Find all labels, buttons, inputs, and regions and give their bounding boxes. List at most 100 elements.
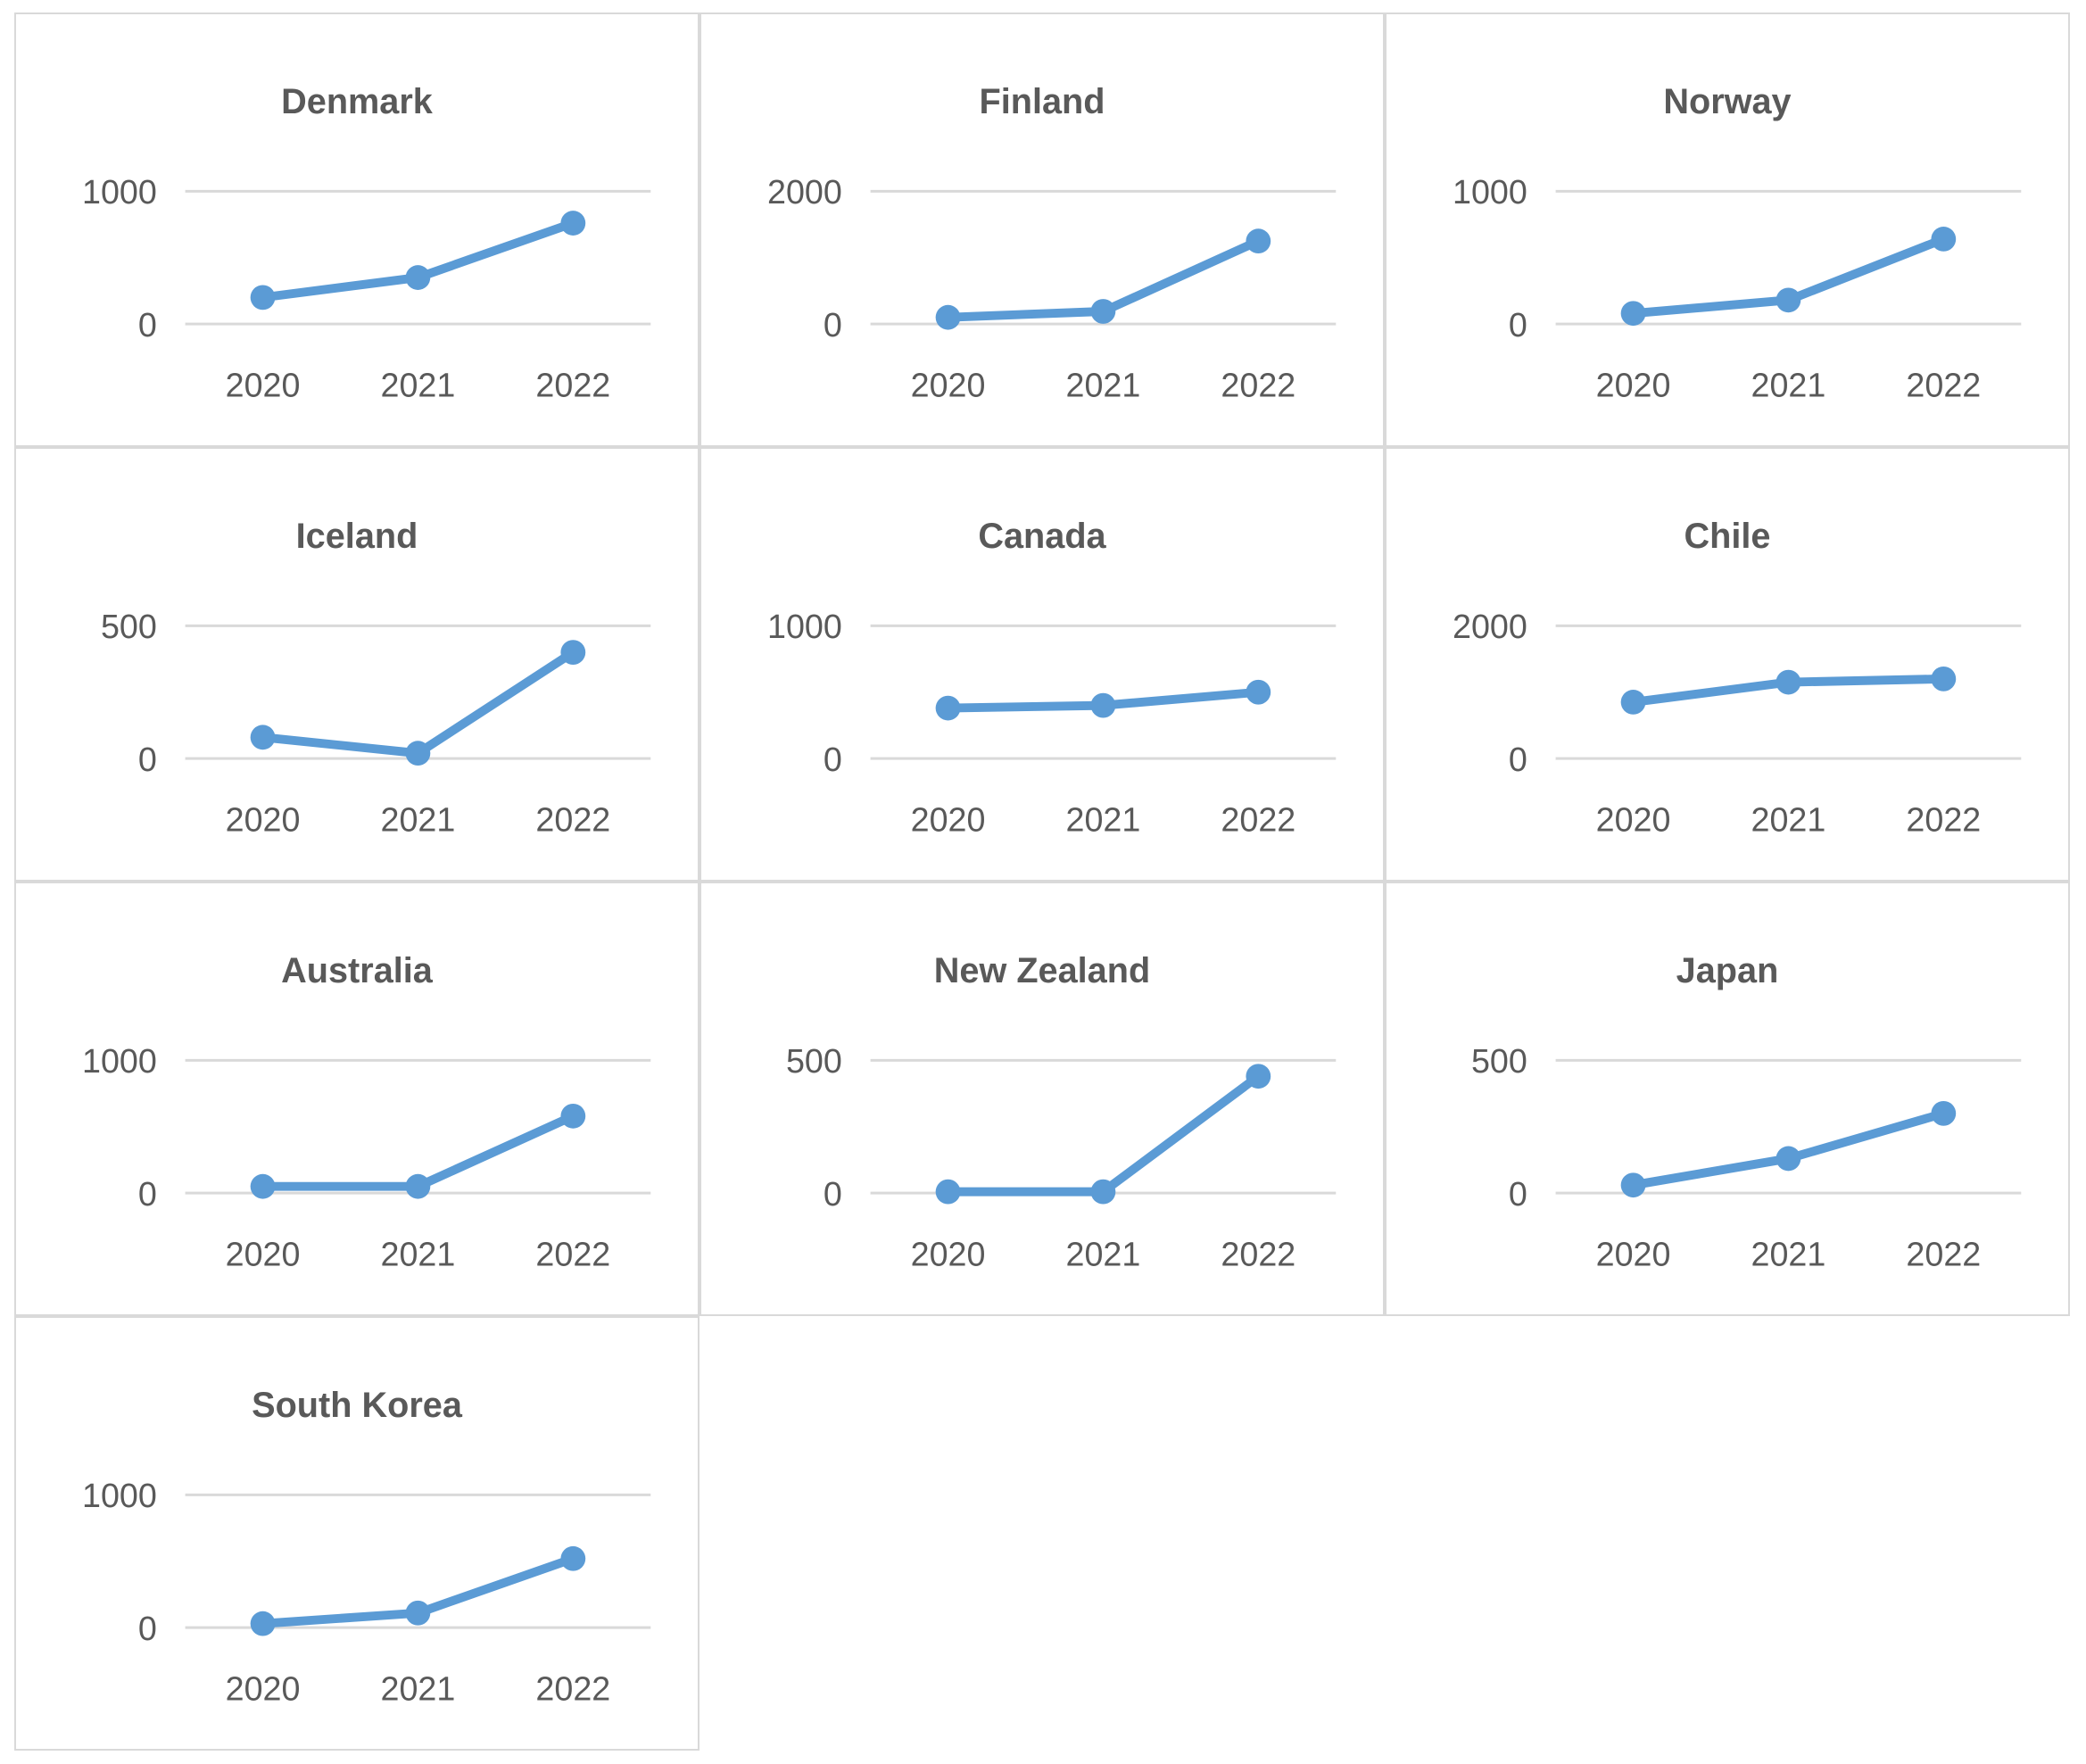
line-chart: Australia 1000 0 2020 2021 2022 bbox=[82, 951, 651, 1272]
data-point-marker bbox=[1620, 301, 1646, 327]
data-point-marker bbox=[560, 640, 586, 665]
chart-cell: Finland 2000 0 2020 2021 2022 bbox=[699, 12, 1385, 447]
x-axis-tick-label: 2022 bbox=[1906, 1235, 1981, 1272]
data-point-marker bbox=[1931, 1100, 1957, 1126]
chart-cell: South Korea 1000 0 2020 2021 2022 bbox=[14, 1316, 699, 1751]
chart-title: South Korea bbox=[252, 1386, 463, 1425]
data-point-marker bbox=[1090, 299, 1116, 324]
x-axis-tick-label: 2020 bbox=[1596, 800, 1671, 838]
y-axis-tick-label: 1000 bbox=[82, 1042, 157, 1080]
chart-title: Australia bbox=[281, 951, 434, 990]
data-point-marker bbox=[560, 211, 586, 236]
data-point-marker bbox=[935, 695, 961, 721]
x-axis-tick-label: 2020 bbox=[1596, 366, 1671, 403]
x-axis-tick-label: 2022 bbox=[1906, 366, 1981, 403]
x-axis-tick-label: 2020 bbox=[911, 1235, 986, 1272]
data-point-marker bbox=[935, 304, 961, 330]
data-point-marker bbox=[560, 1103, 586, 1129]
data-point-marker bbox=[405, 741, 431, 766]
x-axis-tick-label: 2021 bbox=[381, 366, 456, 403]
x-axis-tick-label: 2020 bbox=[226, 800, 301, 838]
y-axis-tick-label: 0 bbox=[1509, 741, 1527, 778]
data-point-marker bbox=[405, 1173, 431, 1199]
data-point-marker bbox=[1090, 1179, 1116, 1205]
x-axis-tick-label: 2020 bbox=[226, 1235, 301, 1272]
line-chart: Finland 2000 0 2020 2021 2022 bbox=[767, 82, 1337, 403]
chart-cell: Australia 1000 0 2020 2021 2022 bbox=[14, 882, 699, 1316]
chart-title: Finland bbox=[980, 82, 1105, 121]
x-axis-tick-label: 2021 bbox=[1066, 366, 1141, 403]
data-point-marker bbox=[1246, 679, 1271, 705]
x-axis-tick-label: 2020 bbox=[226, 1669, 301, 1707]
data-point-marker bbox=[1090, 692, 1116, 718]
data-point-marker bbox=[250, 1173, 276, 1199]
data-point-marker bbox=[250, 285, 276, 311]
chart-cell: Iceland 500 0 2020 2021 2022 bbox=[14, 447, 699, 882]
y-axis-tick-label: 0 bbox=[824, 1175, 842, 1213]
data-point-marker bbox=[1620, 1172, 1646, 1198]
x-axis-tick-label: 2022 bbox=[1221, 800, 1295, 838]
x-axis-tick-label: 2020 bbox=[1596, 1235, 1671, 1272]
line-chart: Norway 1000 0 2020 2021 2022 bbox=[1453, 82, 2022, 403]
small-multiples-grid: Denmark 1000 0 2020 2021 2022 Finland 2000 0 202… bbox=[14, 12, 2070, 1751]
x-axis-tick-label: 2022 bbox=[535, 1669, 610, 1707]
x-axis-tick-label: 2021 bbox=[381, 800, 456, 838]
line-chart: Canada 1000 0 2020 2021 2022 bbox=[767, 517, 1337, 838]
x-axis-tick-label: 2022 bbox=[1221, 1235, 1295, 1272]
x-axis-tick-label: 2020 bbox=[911, 366, 986, 403]
line-chart: Denmark 1000 0 2020 2021 2022 bbox=[82, 82, 651, 403]
empty-cell bbox=[699, 1316, 1385, 1751]
x-axis-tick-label: 2021 bbox=[1751, 366, 1826, 403]
data-point-marker bbox=[935, 1179, 961, 1205]
data-point-marker bbox=[1776, 669, 1801, 695]
line-chart: New Zealand 500 0 2020 2021 2022 bbox=[786, 951, 1337, 1272]
empty-cell bbox=[1385, 1316, 2070, 1751]
chart-title: Denmark bbox=[281, 82, 434, 121]
data-line bbox=[258, 648, 578, 758]
x-axis-tick-label: 2020 bbox=[911, 800, 986, 838]
data-line bbox=[943, 1072, 1263, 1197]
x-axis-tick-label: 2021 bbox=[1751, 800, 1826, 838]
y-axis-tick-label: 0 bbox=[1509, 306, 1527, 344]
x-axis-tick-label: 2021 bbox=[1066, 800, 1141, 838]
chart-title: New Zealand bbox=[934, 951, 1150, 990]
chart-title: Iceland bbox=[296, 517, 418, 556]
data-point-marker bbox=[250, 725, 276, 750]
data-point-marker bbox=[1776, 1146, 1801, 1172]
x-axis-tick-label: 2022 bbox=[535, 366, 610, 403]
data-point-marker bbox=[1246, 228, 1271, 254]
line-chart: Iceland 500 0 2020 2021 2022 bbox=[101, 517, 651, 838]
x-axis-tick-label: 2022 bbox=[1221, 366, 1295, 403]
y-axis-tick-label: 500 bbox=[101, 608, 157, 645]
line-chart: South Korea 1000 0 2020 2021 2022 bbox=[82, 1386, 651, 1707]
x-axis-tick-label: 2021 bbox=[1751, 1235, 1826, 1272]
y-axis-tick-label: 500 bbox=[786, 1042, 842, 1080]
data-point-marker bbox=[405, 265, 431, 290]
chart-title: Canada bbox=[978, 517, 1106, 556]
y-axis-tick-label: 0 bbox=[138, 306, 157, 344]
data-point-marker bbox=[1931, 227, 1957, 252]
chart-title: Chile bbox=[1685, 517, 1771, 556]
y-axis-tick-label: 2000 bbox=[1453, 608, 1527, 645]
y-axis-tick-label: 0 bbox=[824, 741, 842, 778]
data-point-marker bbox=[405, 1600, 431, 1626]
data-point-marker bbox=[1776, 287, 1801, 313]
y-axis-tick-label: 500 bbox=[1471, 1042, 1527, 1080]
y-axis-tick-label: 1000 bbox=[82, 173, 157, 211]
y-axis-tick-label: 0 bbox=[1509, 1175, 1527, 1213]
x-axis-tick-label: 2022 bbox=[1906, 800, 1981, 838]
chart-cell: Japan 500 0 2020 2021 2022 bbox=[1385, 882, 2070, 1316]
line-chart: Chile 2000 0 2020 2021 2022 bbox=[1453, 517, 2022, 838]
chart-cell: Norway 1000 0 2020 2021 2022 bbox=[1385, 12, 2070, 447]
x-axis-tick-label: 2020 bbox=[226, 366, 301, 403]
data-point-marker bbox=[250, 1611, 276, 1636]
x-axis-tick-label: 2021 bbox=[381, 1669, 456, 1707]
chart-title: Japan bbox=[1676, 951, 1779, 990]
chart-cell: Canada 1000 0 2020 2021 2022 bbox=[699, 447, 1385, 882]
chart-cell: Chile 2000 0 2020 2021 2022 bbox=[1385, 447, 2070, 882]
y-axis-tick-label: 0 bbox=[138, 1610, 157, 1647]
y-axis-tick-label: 0 bbox=[138, 1175, 157, 1213]
y-axis-tick-label: 1000 bbox=[82, 1477, 157, 1514]
x-axis-tick-label: 2021 bbox=[381, 1235, 456, 1272]
line-chart: Japan 500 0 2020 2021 2022 bbox=[1471, 951, 2022, 1272]
